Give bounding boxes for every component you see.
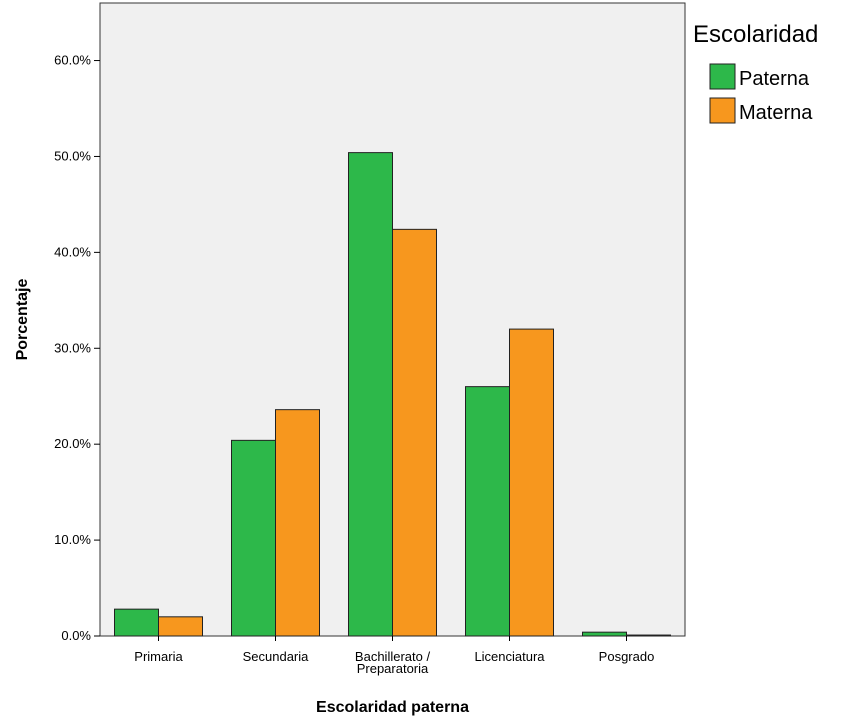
y-tick-label: 10.0% [54, 532, 91, 547]
bar-materna-4 [626, 634, 671, 637]
x-axis-title: Escolaridad paterna [316, 699, 469, 716]
legend-title: Escolaridad [693, 21, 818, 48]
bars-group [114, 152, 671, 637]
y-axis-title: Porcentaje [14, 278, 31, 360]
legend-label-paterna: Paterna [739, 68, 810, 90]
bar-materna-2 [392, 228, 437, 637]
y-tick-label: 40.0% [54, 244, 91, 259]
y-axis: 0.0% 10.0% 20.0% 30.0% 40.0% 50.0% 60.0% [54, 53, 100, 643]
y-tick-label: 0.0% [61, 628, 91, 643]
x-tick-label: Licenciatura [474, 649, 545, 664]
legend-swatch-paterna [709, 63, 736, 90]
x-tick-label-line: Secundaria [243, 649, 310, 664]
y-tick-label: 30.0% [54, 340, 91, 355]
x-tick-label-line: Preparatoria [357, 661, 429, 676]
x-tick-label: Primaria [134, 649, 183, 664]
x-tick-label-line: Licenciatura [474, 649, 545, 664]
x-tick-label: Bachillerato / Preparatoria [355, 649, 431, 676]
legend-label-materna: Materna [739, 102, 813, 124]
bar-paterna-2 [348, 152, 393, 637]
x-tick-label-line: Posgrado [599, 649, 655, 664]
x-tick-label-line: Bachillerato / [355, 649, 431, 664]
bar-materna-0 [158, 616, 203, 637]
bar-paterna-3 [465, 386, 510, 637]
x-axis: Primaria Secundaria Bachillerato / Preparat… [134, 636, 654, 676]
legend: Escolaridad Paterna Materna [693, 21, 818, 124]
bar-paterna-0 [114, 608, 159, 637]
x-tick-label-line: Primaria [134, 649, 183, 664]
y-tick-label: 20.0% [54, 436, 91, 451]
x-tick-label: Secundaria [243, 649, 310, 664]
bar-materna-3 [509, 328, 554, 637]
bar-paterna-1 [231, 439, 276, 637]
y-tick-label: 50.0% [54, 148, 91, 163]
legend-swatch-materna [709, 97, 736, 124]
bar-materna-1 [275, 409, 320, 637]
y-tick-label: 60.0% [54, 53, 91, 68]
bar-paterna-4 [582, 631, 627, 637]
x-tick-label: Posgrado [599, 649, 655, 664]
